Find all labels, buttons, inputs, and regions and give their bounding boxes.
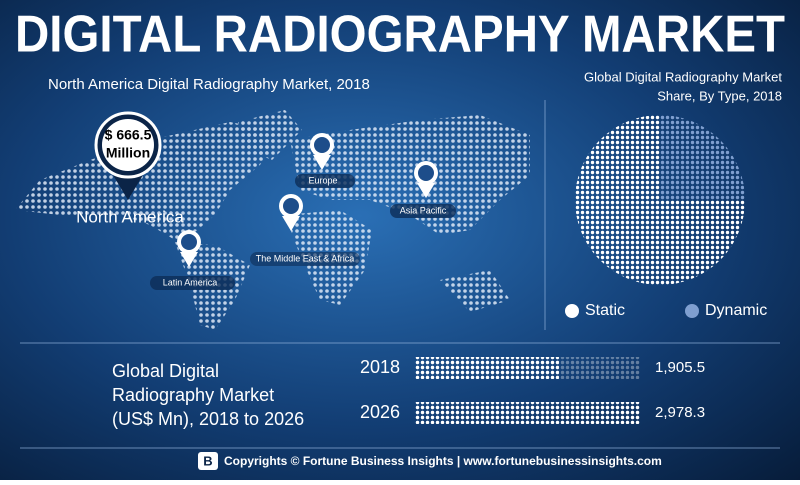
pie-slice <box>575 115 745 285</box>
region-label: North America <box>76 207 184 226</box>
chart-title: (US$ Mn), 2018 to 2026 <box>112 409 304 429</box>
legend-label: Static <box>585 302 625 319</box>
category-label: 2026 <box>360 402 400 422</box>
land <box>238 110 302 160</box>
region-label: Latin America <box>163 277 218 287</box>
region-pins: Europe Asia Pacific The Middle East & Af… <box>150 133 456 290</box>
world-map <box>15 110 530 330</box>
pie-slice <box>660 115 745 200</box>
footer-text: Copyrights © Fortune Business Insights |… <box>224 454 662 468</box>
region-label: Europe <box>308 175 337 185</box>
legend-swatch <box>565 304 579 318</box>
legend-label: Dynamic <box>705 302 767 319</box>
chart-title: Global Digital <box>112 361 219 381</box>
chart-title: Global Digital Radiography Market <box>584 69 782 84</box>
chart-title: Radiography Market <box>112 385 274 405</box>
chart-title: Share, By Type, 2018 <box>657 88 782 103</box>
region-label: The Middle East & Africa <box>256 253 355 263</box>
category-label: 2018 <box>360 357 400 377</box>
bar <box>415 402 640 424</box>
footer: B Copyrights © Fortune Business Insights… <box>198 452 662 470</box>
bar <box>415 357 559 379</box>
pin-unit: Million <box>106 145 150 161</box>
main-title: DIGITAL RADIOGRAPHY MARKET <box>15 6 785 64</box>
map-title: North America Digital Radiography Market… <box>48 76 370 93</box>
value-label: 1,905.5 <box>655 359 705 376</box>
north-america-pin: $ 666.5 Million <box>94 111 162 200</box>
land <box>290 115 530 235</box>
svg-text:B: B <box>203 453 212 468</box>
land <box>15 122 280 240</box>
legend-swatch <box>685 304 699 318</box>
region-label: Asia Pacific <box>400 205 447 215</box>
land <box>440 270 510 312</box>
pin-amount: $ 666.5 <box>105 127 152 143</box>
value-label: 2,978.3 <box>655 404 705 421</box>
